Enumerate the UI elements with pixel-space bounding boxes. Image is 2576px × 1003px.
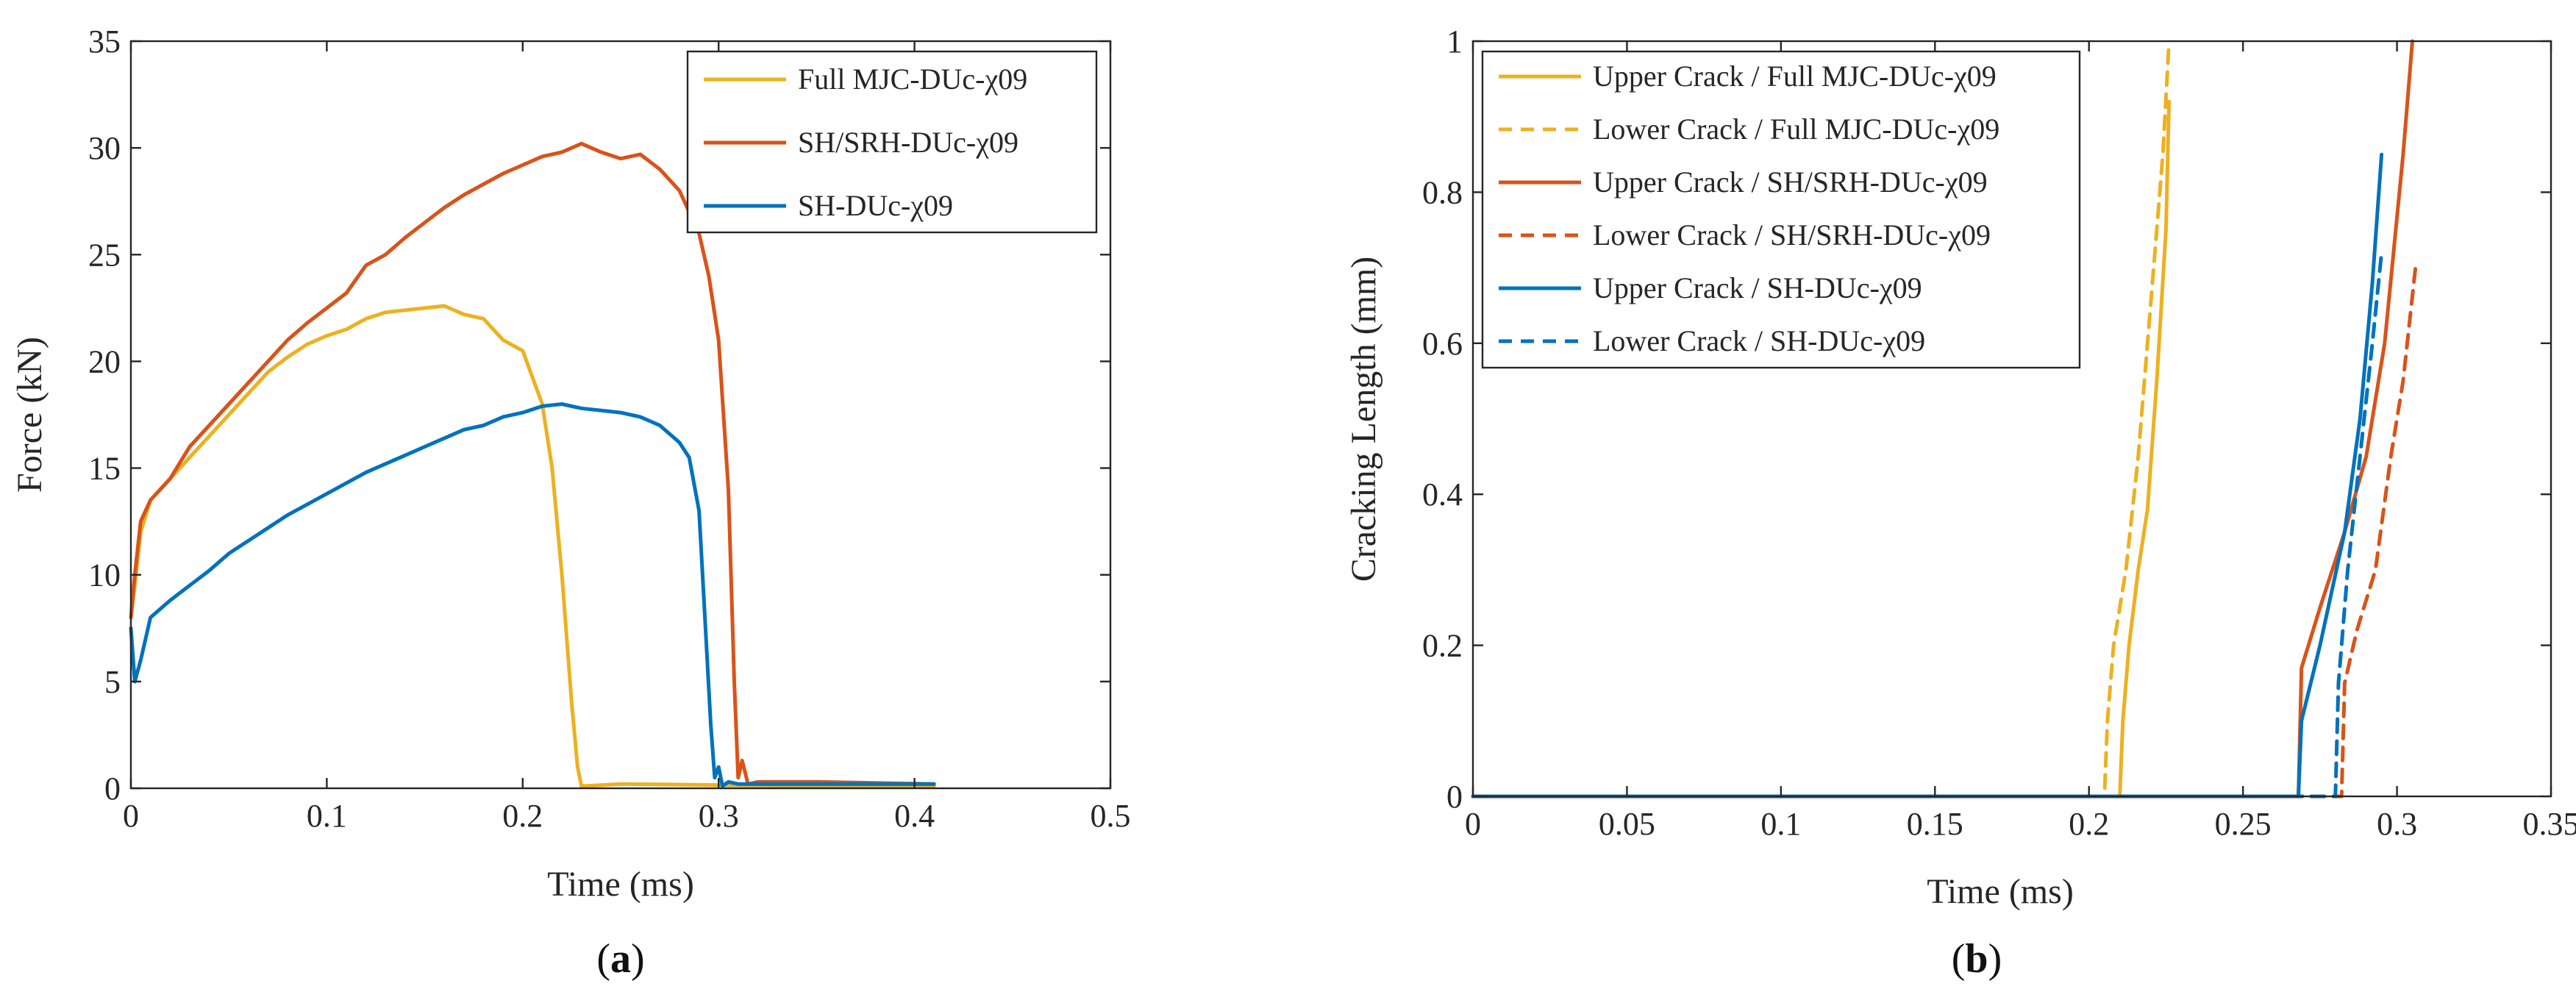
b-x-tick-label: 0.35 xyxy=(2523,806,2576,842)
a-series-line-0 xyxy=(129,304,936,788)
panel-a-series-group xyxy=(129,141,936,788)
a-y-tick-label: 15 xyxy=(88,451,121,487)
a-x-tick-label: 0 xyxy=(123,798,139,834)
b-x-tick-label: 0.2 xyxy=(2069,806,2109,842)
a-y-tick-label: 30 xyxy=(88,130,121,166)
a-series-line-2 xyxy=(129,402,936,788)
b-series-line-3 xyxy=(1471,265,2418,799)
b-legend-label: Upper Crack / SH-DUc-χ09 xyxy=(1593,271,1922,304)
a-x-tick-label: 0.4 xyxy=(894,798,935,834)
a-y-tick-label: 35 xyxy=(88,24,121,60)
a-legend-label: SH/SRH-DUc-χ09 xyxy=(798,126,1018,159)
b-series-line-4 xyxy=(1471,152,2384,799)
b-legend-label: Lower Crack / Full MJC-DUc-χ09 xyxy=(1593,113,1999,146)
a-legend-label: SH-DUc-χ09 xyxy=(798,189,953,222)
panel-a-label: (a) xyxy=(596,936,644,982)
panel-a-y-ticks: 0 5 10 15 20 25 30 35 xyxy=(88,24,1110,807)
b-series-line-0 xyxy=(1471,99,2172,799)
a-y-tick-label: 0 xyxy=(104,771,121,807)
panel-a-chart: 0 0.1 0.2 0.3 0.4 0.5 0 5 10 15 20 25 30 35 Time (ms… xyxy=(10,24,1131,982)
panel-a-x-axis-title: Time (ms) xyxy=(547,865,694,904)
a-series-line-1 xyxy=(129,141,936,786)
a-y-tick-label: 20 xyxy=(88,343,121,379)
panel-a-y-axis-title: Force (kN) xyxy=(10,337,49,493)
b-y-tick-label: 0 xyxy=(1446,779,1463,815)
b-x-tick-label: 0.1 xyxy=(1760,806,1801,842)
panel-b-x-axis-title: Time (ms) xyxy=(1927,872,2074,911)
panel-a-plot-frame xyxy=(129,40,1112,790)
panel-b-legend-box xyxy=(1481,50,2081,369)
a-x-tick-label: 0.3 xyxy=(699,798,739,834)
b-y-tick-label: 0.8 xyxy=(1422,174,1463,210)
panel-b-x-ticks: 0 0.05 0.1 0.15 0.2 0.25 0.3 0.35 xyxy=(1465,41,2576,842)
b-legend-label: Lower Crack / SH-DUc-χ09 xyxy=(1593,324,1925,357)
a-x-tick-label: 0.1 xyxy=(307,798,347,834)
b-legend-label: Upper Crack / SH/SRH-DUc-χ09 xyxy=(1593,165,1988,199)
b-x-tick-label: 0.05 xyxy=(1599,806,1655,842)
panel-b-label: (b) xyxy=(1952,936,2002,982)
b-series-line-1 xyxy=(1471,39,2172,799)
b-y-tick-label: 0.6 xyxy=(1422,326,1463,362)
b-legend-label: Lower Crack / SH/SRH-DUc-χ09 xyxy=(1593,218,1991,251)
a-x-tick-label: 0.5 xyxy=(1091,798,1131,834)
panel-b-y-axis-title: Cracking Length (mm) xyxy=(1344,257,1383,582)
a-y-tick-label: 5 xyxy=(104,664,121,700)
b-x-tick-label: 0.25 xyxy=(2215,806,2272,842)
panel-b-chart: 0 0.05 0.1 0.15 0.2 0.25 0.3 0.35 0 0.2 0.4 0.6 0.8… xyxy=(1344,24,2576,982)
a-legend-label: Full MJC-DUc-χ09 xyxy=(798,63,1027,96)
b-y-tick-label: 1 xyxy=(1446,24,1463,60)
panel-b-plot-frame xyxy=(1471,40,2552,798)
a-y-tick-label: 25 xyxy=(88,237,121,273)
b-x-tick-label: 0.15 xyxy=(1907,806,1963,842)
panel-a-legend: Full MJC-DUc-χ09 SH/SRH-DUc-χ09 SH-DUc-χ09 xyxy=(686,50,1098,234)
panel-a-x-ticks: 0 0.1 0.2 0.3 0.4 0.5 xyxy=(123,41,1131,834)
b-x-tick-label: 0.3 xyxy=(2377,806,2417,842)
panel-b-series-group xyxy=(1471,39,2418,799)
b-x-tick-label: 0 xyxy=(1465,806,1481,842)
b-y-tick-label: 0.4 xyxy=(1422,476,1463,513)
a-x-tick-label: 0.2 xyxy=(502,798,543,834)
panel-b-y-ticks: 0 0.2 0.4 0.6 0.8 1 xyxy=(1422,24,2551,815)
b-y-tick-label: 0.2 xyxy=(1422,628,1463,664)
panel-b-legend: Upper Crack / Full MJC-DUc-χ09 Lower Crac… xyxy=(1481,50,2081,369)
a-y-tick-label: 10 xyxy=(88,557,121,593)
b-legend-label: Upper Crack / Full MJC-DUc-χ09 xyxy=(1593,60,1997,93)
